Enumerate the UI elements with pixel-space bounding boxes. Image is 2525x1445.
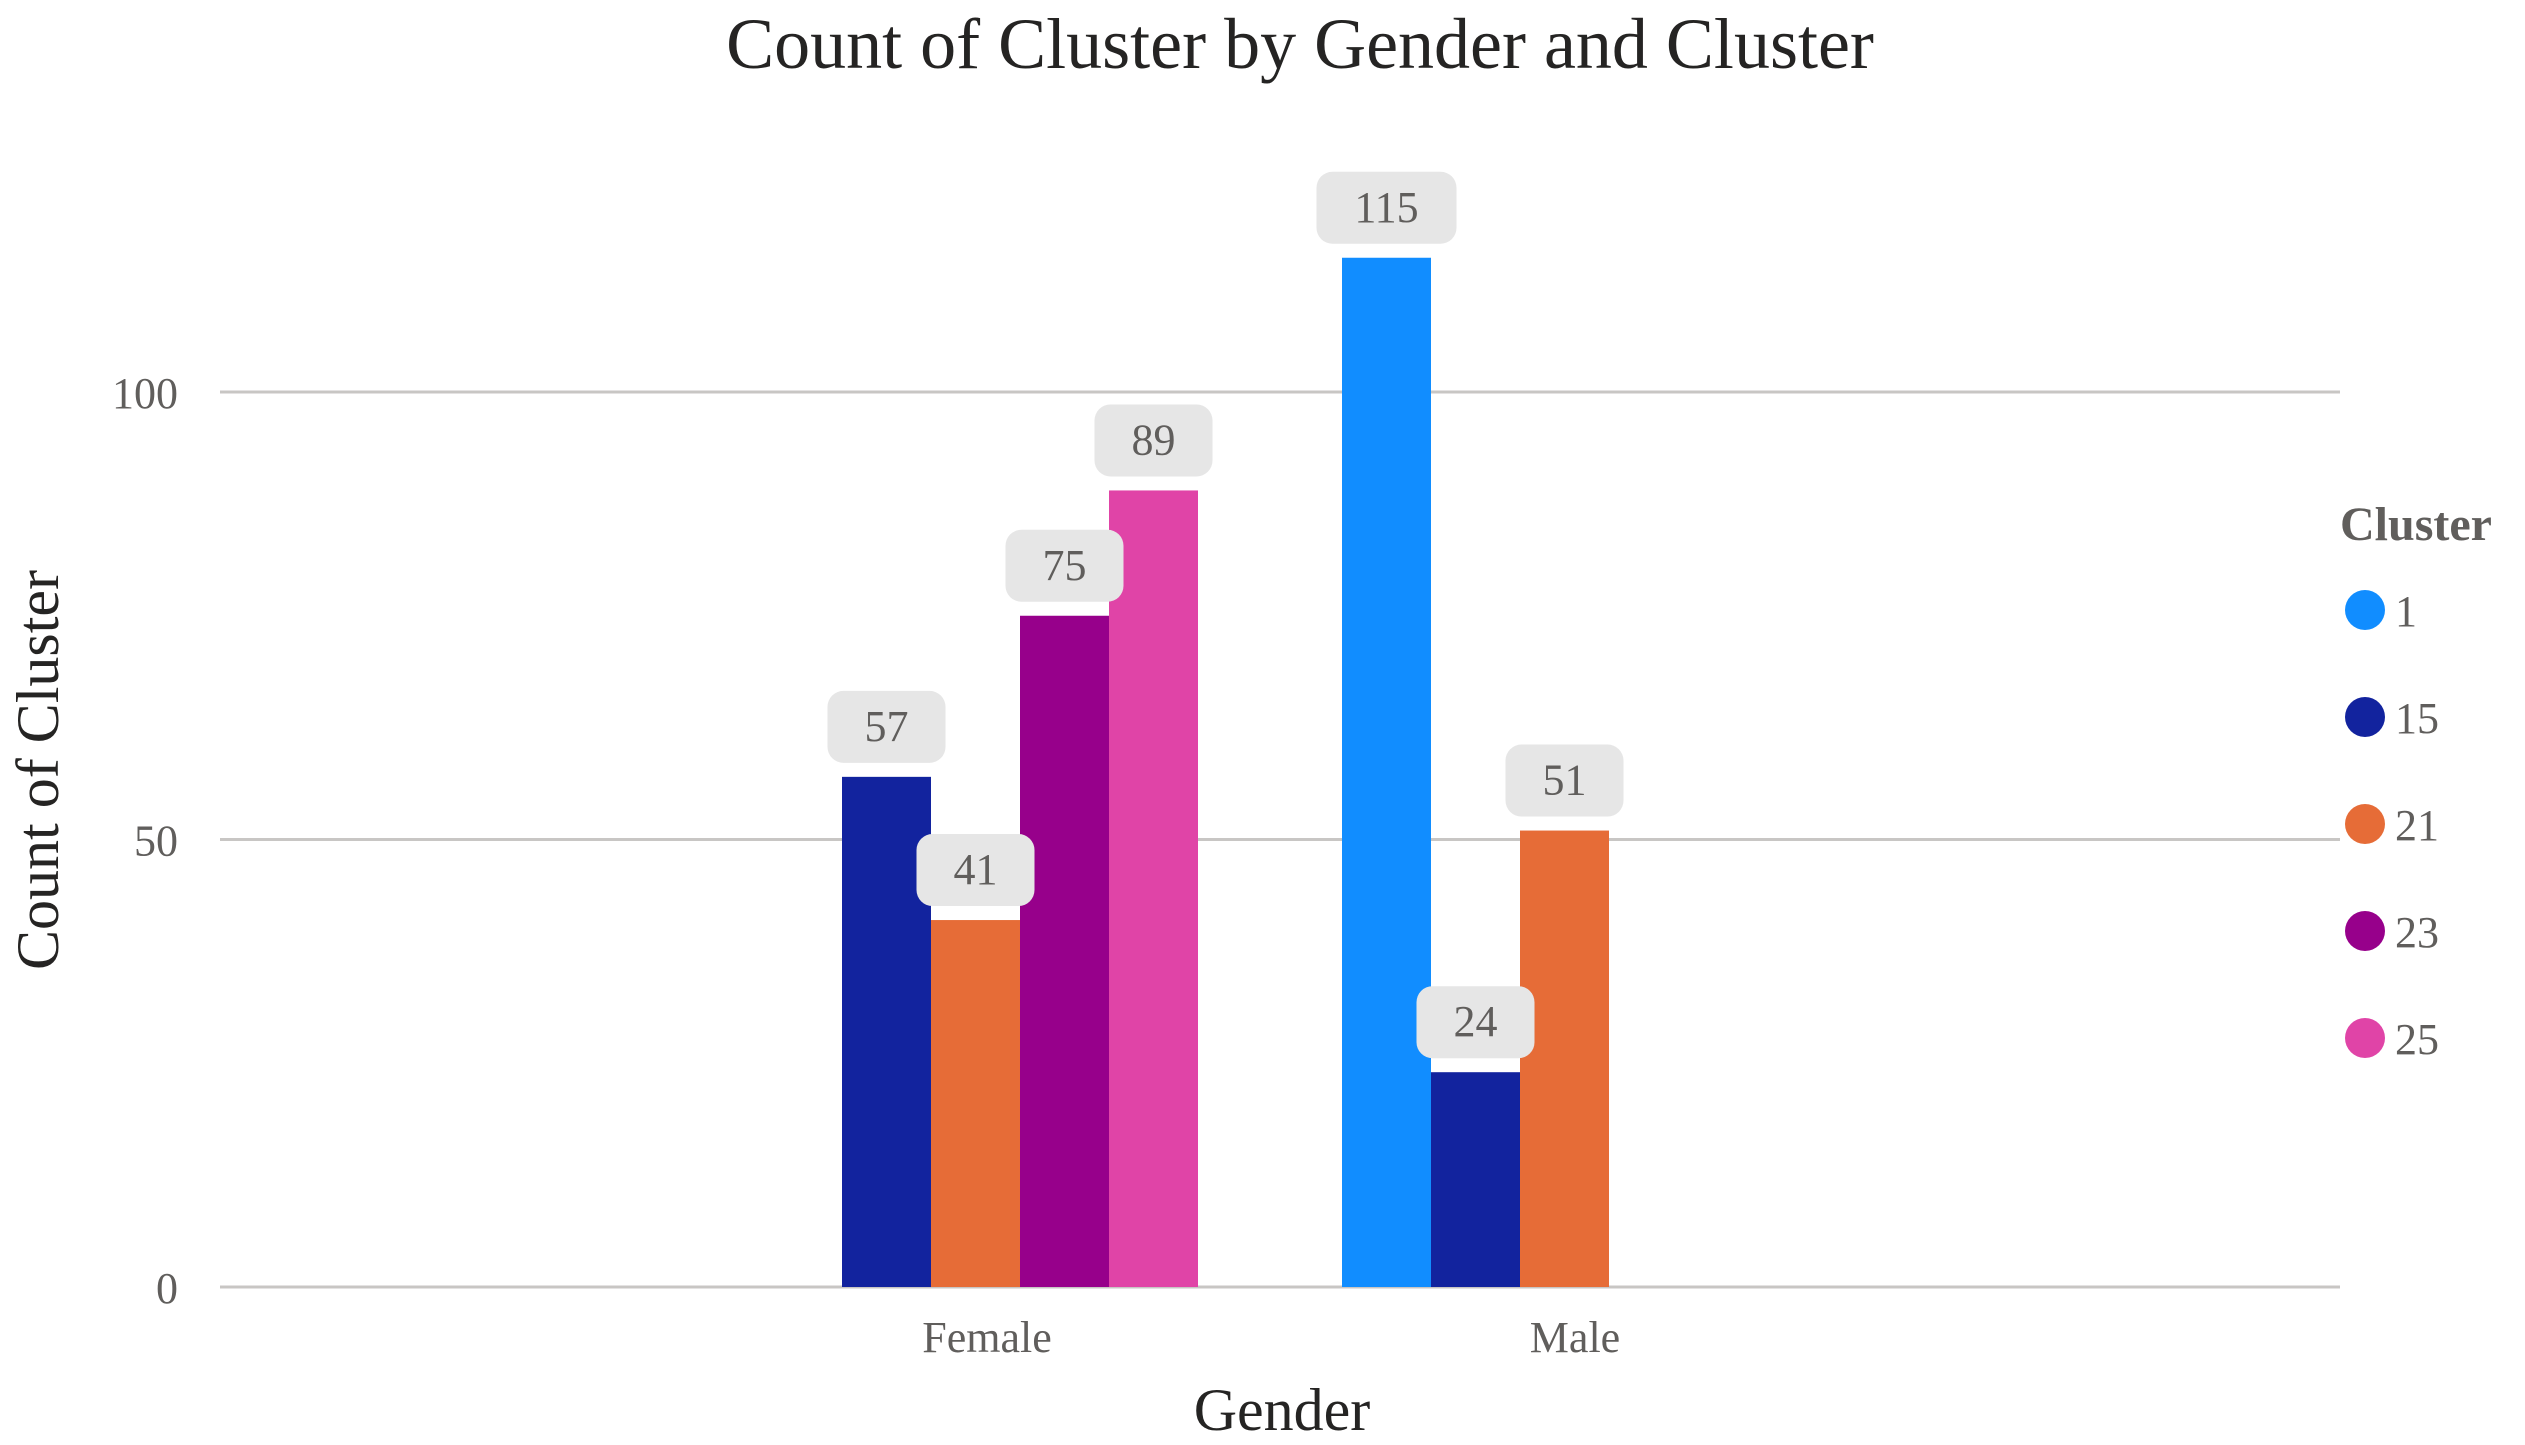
bar-female-cluster-21[interactable] (931, 920, 1020, 1287)
x-axis-label: Gender (1194, 1377, 1371, 1440)
bars (842, 257, 1609, 1287)
legend-marker (2345, 590, 2385, 630)
legend-label: 23 (2395, 908, 2439, 957)
bar-female-cluster-15[interactable] (842, 776, 931, 1287)
legend-label: 1 (2395, 587, 2417, 636)
bar-female-cluster-23[interactable] (1020, 615, 1109, 1287)
legend-item-cluster-15[interactable]: 15 (2345, 694, 2439, 743)
legend-marker (2345, 1018, 2385, 1058)
data-label: 41 (954, 845, 998, 894)
legend: Cluster 1 15 21 23 25 (2340, 498, 2492, 1064)
legend-title: Cluster (2340, 498, 2492, 551)
y-axis-label: Count of Cluster (5, 570, 71, 970)
bar-male-cluster-1[interactable] (1342, 257, 1431, 1287)
legend-item-cluster-25[interactable]: 25 (2345, 1015, 2439, 1064)
x-axis-ticks: Female Male (922, 1313, 1620, 1362)
legend-marker (2345, 804, 2385, 844)
data-label-background (916, 834, 1035, 907)
data-label-background (827, 690, 946, 763)
data-label-background (1316, 171, 1457, 244)
bar-male-cluster-15[interactable] (1431, 1072, 1520, 1287)
bar-male-cluster-21[interactable] (1520, 830, 1609, 1287)
data-label-background (1416, 986, 1535, 1059)
data-label: 75 (1043, 541, 1087, 590)
x-tick-label: Male (1530, 1313, 1620, 1362)
legend-item-cluster-21[interactable]: 21 (2345, 801, 2439, 850)
y-axis-ticks: 0 50 100 (112, 369, 178, 1313)
data-labels: 57 41 75 89 115 24 51 (827, 171, 1624, 1059)
y-tick-label: 100 (112, 369, 178, 418)
y-tick-label: 50 (134, 817, 178, 866)
legend-label: 25 (2395, 1015, 2439, 1064)
data-label: 57 (865, 702, 909, 751)
legend-label: 15 (2395, 694, 2439, 743)
data-label-background (1505, 744, 1624, 817)
data-label: 115 (1354, 183, 1418, 232)
x-tick-label: Female (922, 1313, 1052, 1362)
data-label: 89 (1132, 415, 1176, 464)
y-tick-label: 0 (156, 1264, 178, 1313)
data-label: 51 (1543, 756, 1587, 805)
legend-label: 21 (2395, 801, 2439, 850)
legend-item-cluster-23[interactable]: 23 (2345, 908, 2439, 957)
gridlines (220, 390, 2340, 1289)
data-label-background (1094, 404, 1213, 477)
bar-female-cluster-25[interactable] (1109, 490, 1198, 1287)
legend-marker (2345, 697, 2385, 737)
chart-title: Count of Cluster by Gender and Cluster (726, 4, 1874, 84)
data-label: 24 (1454, 997, 1498, 1046)
legend-marker (2345, 911, 2385, 951)
legend-item-cluster-1[interactable]: 1 (2345, 587, 2417, 636)
data-label-background (1005, 529, 1124, 602)
